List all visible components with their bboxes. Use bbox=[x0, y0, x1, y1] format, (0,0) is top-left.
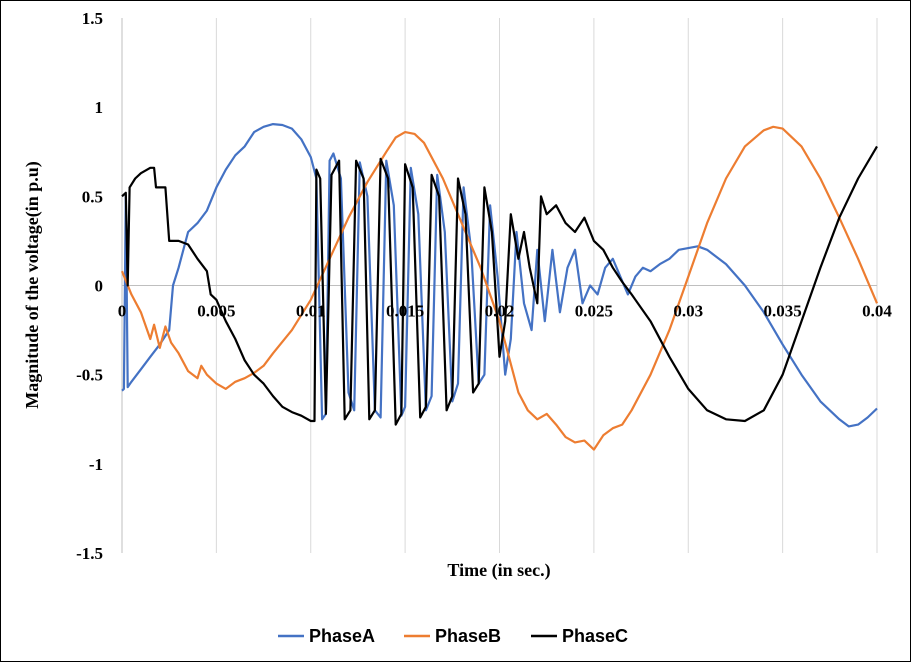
y-tick-label: -1 bbox=[89, 455, 103, 474]
x-tick-label: 0.015 bbox=[386, 302, 424, 321]
y-tick-label: 1.5 bbox=[82, 9, 103, 28]
y-tick-label: 0.5 bbox=[82, 187, 103, 206]
x-tick-label: 0.025 bbox=[575, 302, 613, 321]
series-line-phasec bbox=[121, 145, 878, 426]
x-tick-label: 0.04 bbox=[862, 302, 892, 321]
y-tick-label: -0.5 bbox=[76, 366, 103, 385]
legend-label-phaseb: PhaseB bbox=[435, 626, 501, 646]
series-lines bbox=[120, 123, 879, 451]
x-tick-label: 0 bbox=[118, 302, 127, 321]
x-tick-label: 0.02 bbox=[485, 302, 515, 321]
x-axis-title: Time (in sec.) bbox=[447, 560, 550, 581]
x-tick-label: 0.035 bbox=[764, 302, 802, 321]
y-tick-label: -1.5 bbox=[76, 544, 103, 563]
legend-label-phasea: PhaseA bbox=[309, 626, 375, 646]
axes bbox=[121, 18, 877, 553]
y-axis-title: Magnitude of the voltage(in p.u) bbox=[22, 161, 43, 409]
series-line-phaseb bbox=[120, 125, 879, 451]
y-tick-label: 0 bbox=[95, 277, 104, 296]
legend: PhaseA PhaseB PhaseC bbox=[278, 626, 628, 646]
x-tick-label: 0.01 bbox=[296, 302, 326, 321]
legend-label-phasec: PhaseC bbox=[562, 626, 628, 646]
x-tick-label: 0.03 bbox=[673, 302, 703, 321]
tick-labels: 1.5 1 0.5 0 -0.5 -1 -1.5 0 0.005 0.01 0.015 0.02 0.0… bbox=[76, 9, 892, 563]
y-tick-label: 1 bbox=[95, 98, 104, 117]
x-tick-label: 0.005 bbox=[197, 302, 235, 321]
series-line-phasea bbox=[121, 123, 878, 428]
